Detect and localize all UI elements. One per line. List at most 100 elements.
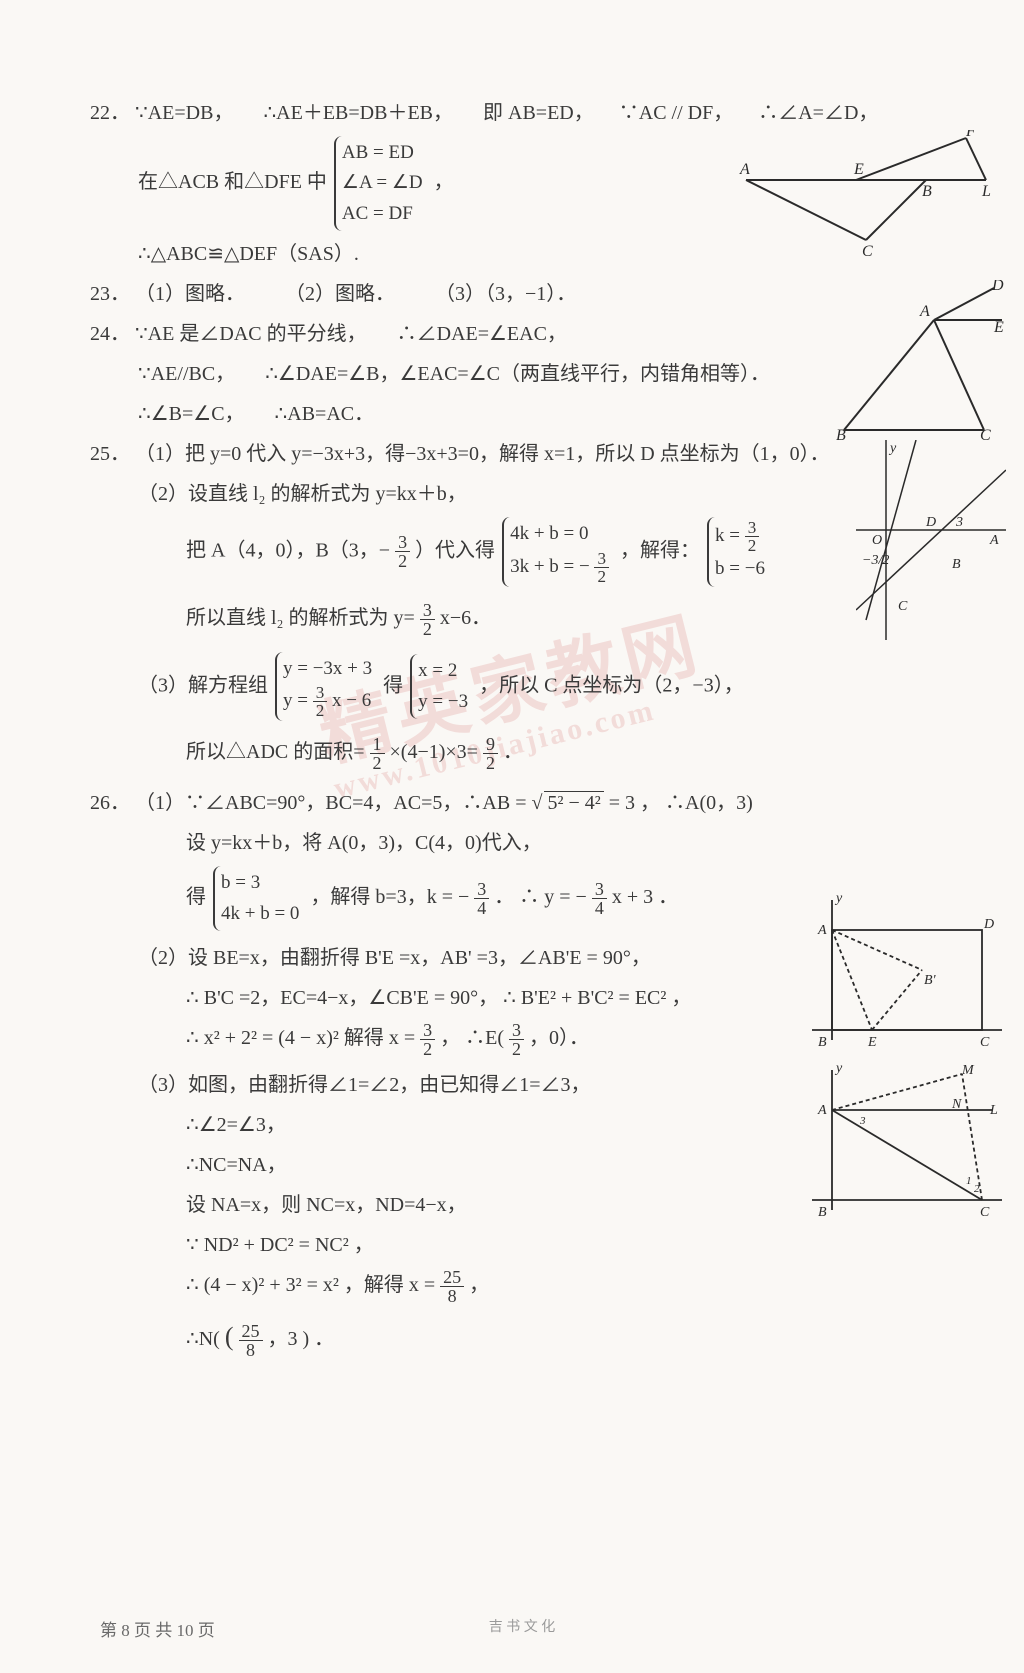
p25-l6c: ． [503, 742, 523, 764]
p22-brace-post: ， [434, 171, 454, 193]
p26-l10: 设 NA=x，则 NC=x，ND=4−x， [186, 1194, 467, 1216]
footer-mid: 吉 书 文 化 [489, 1616, 556, 1636]
p26-l12a: ∴ (4 − x)² + 3² = x² ，解得 x = [186, 1274, 440, 1296]
p22-l2a: 在△ACB 和△DFE 中 [138, 171, 327, 193]
p26-l7: （3）如图，由翻折得∠1=∠2，由已知得∠1=∠3， [138, 1074, 591, 1096]
p26-l5: ∴ B'C =2，EC=4−x，∠CB'E = 90°， ∴ B'E² + B'… [186, 987, 691, 1009]
p25-brace-sol-r1: k = 32 [715, 519, 765, 554]
p25-brace-ab-r2: 3k + b = − 32 [510, 550, 609, 585]
p25-brace-sol: k = 32 b = −6 [707, 517, 769, 587]
svg-text:y: y [834, 891, 843, 906]
svg-text:B: B [836, 427, 846, 440]
p26-line2: 设 y=kx＋b，将 A(0，3)，C(4，0)代入， [186, 826, 964, 860]
p26-brace-ab-r1: b = 3 [221, 868, 299, 898]
p22-num: 22． [90, 96, 130, 130]
p26-l2: 设 y=kx＋b，将 A(0，3)，C(4，0)代入， [186, 832, 542, 854]
svg-text:B: B [922, 183, 932, 200]
p25-l3c: ，解得： [620, 540, 700, 562]
figure-26c: y A M N L B C 3 1 2 [812, 1060, 1002, 1220]
p22-brace-r3: AC = DF [342, 199, 423, 229]
p26-brace-ab-r2: 4k + b = 0 [221, 899, 299, 929]
p24-l1b: ∴∠DAE=∠EAC， [397, 323, 567, 345]
p26-l3c: ． ∴ y = − [494, 886, 587, 908]
p26-l13-frac258: 258 [239, 1322, 263, 1359]
p25-l4b: x−6． [440, 607, 491, 629]
p25-line5: （3）解方程组 y = −3x + 3 y = 32 x − 6 得 x = 2… [138, 652, 964, 722]
p22-l1a: ∵AE=DB， [135, 102, 233, 124]
svg-text:B: B [952, 557, 961, 572]
p25-brace-sys-r2: y = 32 x − 6 [283, 684, 372, 719]
p25-brace-ab: 4k + b = 0 3k + b = − 32 [502, 517, 613, 587]
p24-l2b: ∴∠DAE=∠B，∠EAC=∠C（两直线平行，内错角相等）． [265, 363, 770, 385]
p25-num: 25． [90, 437, 130, 471]
p22-brace: AB = ED ∠A = ∠D AC = DF [334, 136, 427, 231]
p23-line: 23． （1）图略． （2）图略． （3）（3，−1）． [90, 277, 964, 311]
p26-l1b: = 3 ， ∴A(0，3) [609, 792, 753, 814]
p26-num: 26． [90, 786, 130, 820]
svg-text:3: 3 [859, 1115, 866, 1127]
svg-text:A: A [919, 303, 930, 320]
p25-line4: 所以直线 l₂ 的解析式为 y= 32 x−6． [186, 601, 964, 638]
svg-text:2: 2 [974, 1183, 980, 1195]
p25-l1: （1）把 y=0 代入 y=−3x+3，得−3x+3=0，解得 x=1，所以 D… [135, 443, 830, 465]
figure-26b: y A D B' B E C [812, 890, 1002, 1050]
p26-line12: ∴ (4 − x)² + 3² = x² ，解得 x = 258 ， [186, 1268, 964, 1305]
p26-l1a: （1）∵∠ABC=90°，BC=4，AC=5，∴AB = [135, 792, 531, 814]
p25-l5b: 得 [383, 674, 403, 696]
svg-text:C: C [980, 1035, 990, 1050]
p25-brace-sys-r1: y = −3x + 3 [283, 654, 372, 684]
svg-text:A: A [817, 1103, 827, 1118]
svg-text:E: E [853, 161, 864, 178]
p26-l3d: x + 3 ． [612, 886, 678, 908]
p26-l6-frac32a: 32 [420, 1021, 435, 1058]
p26-l12-frac258: 258 [440, 1268, 464, 1305]
p26-sqrt: 5² − 4² [544, 791, 603, 814]
p26-line11: ∵ ND² + DC² = NC² ， [186, 1228, 964, 1262]
svg-text:C: C [862, 243, 873, 260]
p23-b: （2）图略． [285, 283, 395, 305]
p25-l5a: （3）解方程组 [138, 674, 268, 696]
p26-l13b: ，3 ) ． [268, 1328, 335, 1350]
svg-text:A: A [989, 533, 999, 548]
p25-l6b: ×(4−1)×3= [390, 742, 478, 764]
p25-line3: 把 A（4，0），B（3，− 32 ）代入得 4k + b = 0 3k + b… [186, 517, 964, 587]
svg-text:C: C [898, 599, 908, 614]
p24-num: 24． [90, 317, 130, 351]
p26-line13: ∴N( ( 258 ，3 ) ． [186, 1315, 964, 1359]
p22-brace-r1: AB = ED [342, 138, 423, 168]
svg-text:L: L [989, 1103, 998, 1118]
p26-l4: （2）设 BE=x，由翻折得 B'E =x，AB' =3，∠AB'E = 90°… [138, 947, 651, 969]
p22-line1: 22． ∵AE=DB， ∴AE＋EB=DB＋EB， 即 AB=ED， ∵AC /… [90, 96, 964, 130]
svg-text:A: A [817, 923, 827, 938]
p25-l6-frac12: 12 [370, 735, 385, 772]
p22-l1e: ∴∠A=∠D， [758, 102, 878, 124]
p26-l3-frac34a: 34 [474, 880, 489, 917]
p25-brace-xy-r2: y = −3 [418, 687, 468, 717]
p26-l3-frac34b: 34 [592, 880, 607, 917]
p23-num: 23． [90, 277, 130, 311]
p24-line1: 24． ∵AE 是∠DAC 的平分线， ∴∠DAE=∠EAC， [90, 317, 964, 351]
p25-brace-ab-r1: 4k + b = 0 [510, 519, 609, 549]
p26-l3b: ，解得 b=3，k = − [310, 886, 469, 908]
svg-text:3: 3 [955, 515, 963, 530]
svg-text:D: D [925, 515, 936, 530]
svg-text:y: y [888, 441, 897, 456]
p25-brace-sys: y = −3x + 3 y = 32 x − 6 [275, 652, 376, 722]
p22-l1c: 即 AB=ED， [483, 102, 594, 124]
p26-l9: ∴NC=NA， [186, 1154, 287, 1176]
svg-text:O: O [872, 533, 882, 548]
svg-text:1: 1 [966, 1175, 972, 1187]
svg-text:D: D [991, 280, 1004, 294]
p25-l3-frac32a: 32 [395, 533, 410, 570]
p25-l3b: ）代入得 [415, 540, 495, 562]
p25-l6-frac92: 92 [483, 735, 498, 772]
svg-text:D: D [983, 917, 994, 932]
svg-text:E: E [993, 319, 1004, 336]
p24-l3b: ∴AB=AC． [275, 403, 375, 425]
svg-text:C: C [980, 427, 991, 440]
svg-text:B: B [818, 1035, 827, 1050]
figure-24: B C A D E [834, 280, 1004, 440]
svg-text:E: E [867, 1035, 877, 1050]
p22-l1d: ∵AC // DF， [619, 102, 733, 124]
svg-text:−3/2: −3/2 [862, 553, 889, 568]
